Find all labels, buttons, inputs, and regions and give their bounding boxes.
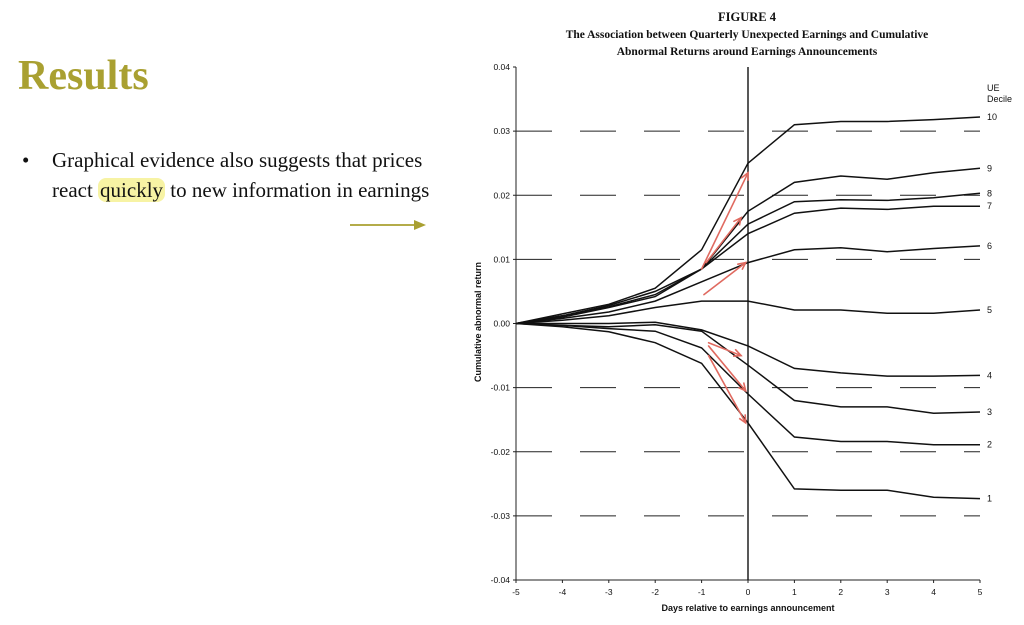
bullet-marker: • (22, 148, 30, 172)
y-tick-label: -0.03 (491, 511, 511, 521)
y-tick-label: -0.01 (491, 383, 511, 393)
series-line-decile-8 (515, 192, 981, 325)
annotation-arrow (705, 216, 742, 264)
x-tick-label: -4 (559, 587, 567, 597)
annotation-arrowhead (733, 348, 743, 357)
annotation-arrowhead (733, 216, 743, 226)
x-tick-label: 2 (838, 587, 843, 597)
slide-title: Results (18, 53, 149, 99)
annotation-arrowhead (740, 171, 749, 181)
y-axis-label: Cumulative abnormal return (473, 262, 483, 382)
series-label: 1 (987, 494, 992, 504)
highlighted-word: quickly (98, 178, 166, 202)
x-tick-label: 4 (931, 587, 936, 597)
series-line-decile-3 (515, 322, 981, 415)
y-tick-label: 0.04 (493, 62, 510, 72)
annotation-arrow (703, 261, 747, 296)
figure-title-line3: Abnormal Returns around Earnings Announc… (617, 46, 878, 58)
annotation-arrowhead (738, 414, 747, 425)
bullet-list: • Graphical evidence also suggests that … (22, 145, 462, 205)
series-line-decile-5 (515, 300, 981, 325)
x-tick-label: 3 (885, 587, 890, 597)
legend-title-line1: UE (987, 83, 1000, 93)
y-tick-label: -0.04 (491, 575, 511, 585)
series-label: 6 (987, 241, 992, 251)
bullet-text: Graphical evidence also suggests that pr… (52, 145, 462, 205)
series-label: 7 (987, 201, 992, 211)
annotation-arrow (707, 341, 742, 357)
annotation-arrow (707, 345, 747, 392)
figure-title-line2: The Association between Quarterly Unexpe… (566, 29, 929, 41)
series-label: 9 (987, 163, 992, 173)
pointer-arrow-icon (350, 220, 426, 230)
series-label: 4 (987, 370, 992, 380)
y-tick-label: 0.02 (493, 190, 510, 200)
y-tick-label: 0.03 (493, 126, 510, 136)
series-line-decile-6 (515, 245, 981, 325)
series-line-decile-1 (515, 322, 981, 500)
annotation-arrow (707, 354, 747, 424)
series-line-decile-2 (515, 322, 980, 446)
bullet-text-part-3: to new information in earnings (165, 178, 430, 202)
series-label: 3 (987, 407, 992, 417)
x-tick-label: -3 (605, 587, 613, 597)
series-label: 10 (987, 112, 997, 122)
series-line-decile-9 (515, 167, 981, 325)
annotation-arrowhead (736, 261, 748, 271)
series-label: 2 (987, 440, 992, 450)
legend-title-line2: Decile (987, 94, 1012, 104)
bullet-text-part-1: Graphical evidence also suggests that pr… (52, 148, 423, 202)
series-line-decile-10 (515, 116, 981, 325)
x-tick-label: -2 (651, 587, 659, 597)
series-label: 5 (987, 305, 992, 315)
series-line-decile-7 (515, 205, 980, 325)
bullet-item: • Graphical evidence also suggests that … (22, 145, 462, 205)
series-label: 8 (987, 188, 992, 198)
annotation-arrow (700, 172, 749, 270)
x-tick-label: 5 (978, 587, 983, 597)
x-tick-label: 0 (746, 587, 751, 597)
x-tick-label: -1 (698, 587, 706, 597)
annotation-arrowhead (738, 382, 747, 393)
figure-title-line1: FIGURE 4 (718, 10, 777, 24)
x-tick-label: 1 (792, 587, 797, 597)
x-axis-label: Days relative to earnings announcement (661, 603, 834, 613)
y-tick-label: 0.00 (493, 319, 510, 329)
series-line-decile-4 (516, 321, 981, 377)
x-tick-label: -5 (512, 587, 520, 597)
y-tick-label: -0.02 (491, 447, 511, 457)
y-tick-label: 0.01 (493, 254, 510, 264)
